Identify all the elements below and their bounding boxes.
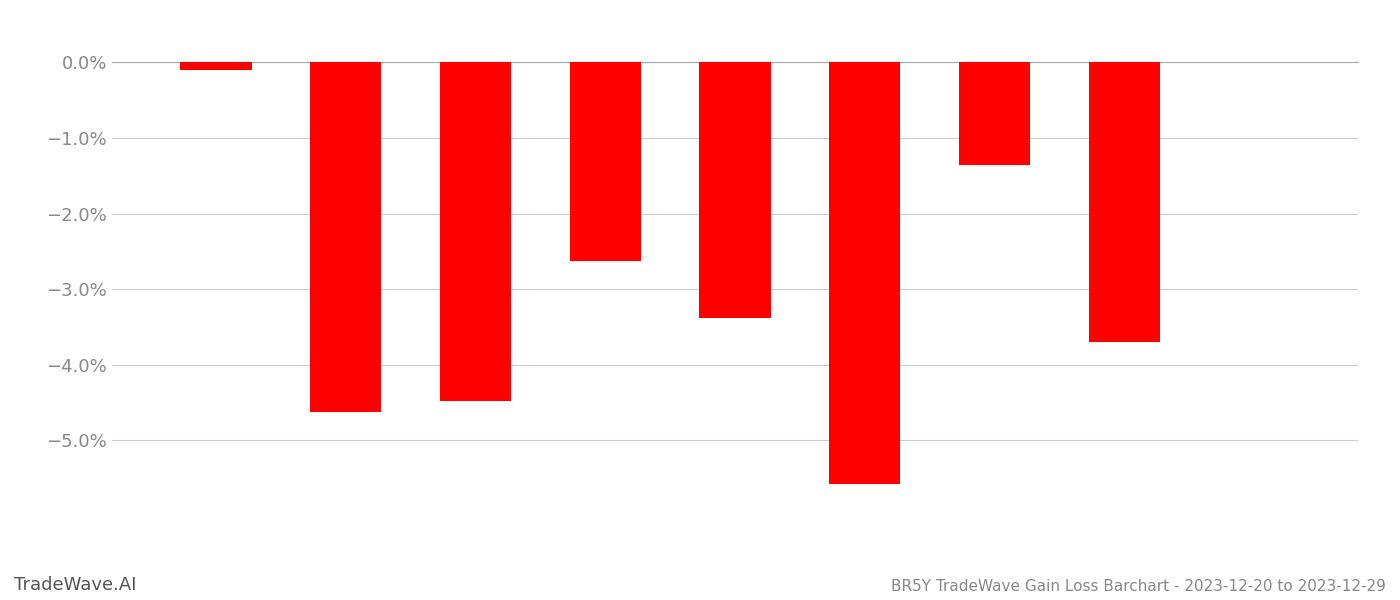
Bar: [181, 62, 252, 70]
Text: TradeWave.AI: TradeWave.AI: [14, 576, 137, 594]
Bar: [700, 62, 770, 318]
Bar: [440, 62, 511, 401]
Bar: [959, 62, 1030, 164]
Bar: [309, 62, 381, 412]
Bar: [570, 62, 641, 260]
Bar: [829, 62, 900, 484]
Text: BR5Y TradeWave Gain Loss Barchart - 2023-12-20 to 2023-12-29: BR5Y TradeWave Gain Loss Barchart - 2023…: [892, 579, 1386, 594]
Bar: [1089, 62, 1161, 342]
